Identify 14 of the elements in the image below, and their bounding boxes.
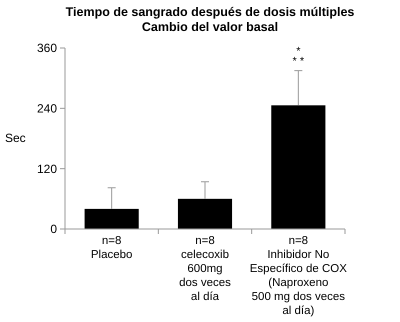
bar bbox=[84, 208, 139, 229]
bar bbox=[271, 105, 326, 229]
annotation: * * bbox=[292, 56, 305, 68]
x-tick-label: n=8 Placebo bbox=[90, 235, 132, 261]
chart-title: Tiempo de sangrado después de dosis múltiples Cambio del valor basal bbox=[66, 5, 354, 34]
y-tick-label: 0 bbox=[50, 222, 58, 236]
y-tick-label: 240 bbox=[36, 102, 58, 116]
y-axis-title: Sec bbox=[5, 131, 26, 145]
bar bbox=[178, 198, 232, 229]
y-tick-label: 120 bbox=[36, 162, 58, 176]
x-tick-label: n=8 Inhibidor No Específico de COX (Naproxeno 500 mg dos veces al día) bbox=[250, 235, 348, 317]
y-tick-label: 360 bbox=[36, 41, 58, 56]
x-tick-label: n=8 celecoxib 600mg dos veces al día bbox=[179, 235, 232, 303]
annotation: * bbox=[296, 46, 302, 58]
